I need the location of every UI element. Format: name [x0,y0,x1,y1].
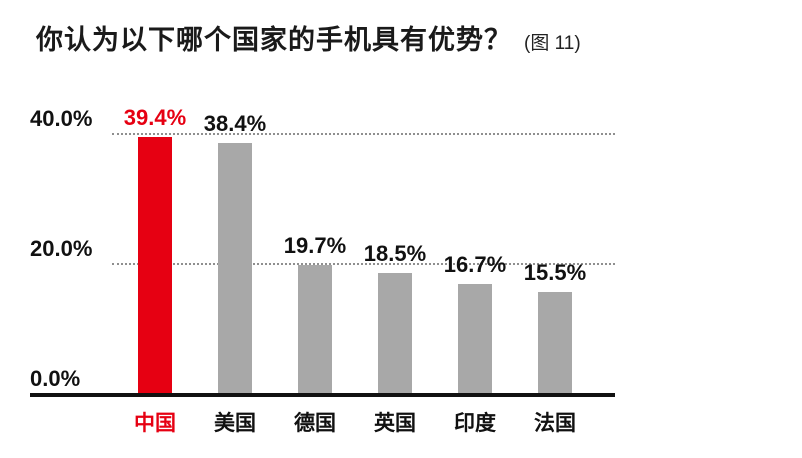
value-label-美国: 38.4% [203,111,267,137]
x-axis-baseline [30,393,615,397]
chart-header: 你认为以下哪个国家的手机具有优势？ (图 11) [36,18,581,57]
value-label-中国: 39.4% [123,104,187,130]
category-label-美国: 美国 [214,412,256,435]
category-label-英国: 英国 [374,412,416,435]
bar-法国 [538,292,572,393]
bar-印度 [458,284,492,393]
y-axis-tick-20: 20.0% [30,236,93,261]
category-label-德国: 德国 [294,412,336,435]
chart-area: 40.0% 20.0% 0.0% 39.4% 中国 38.4% 美国 19.7% 德国 18.5%… [30,88,615,453]
category-label-中国: 中国 [134,412,176,435]
bar-中国 [138,136,172,393]
value-label-印度: 16.7% [443,252,507,278]
bar-英国 [378,272,412,393]
value-label-英国: 18.5% [363,240,427,266]
value-label-法国: 15.5% [523,260,587,286]
bar-德国 [298,264,332,393]
figure-number: (图 11) [524,33,581,54]
bar-美国 [218,143,252,393]
y-axis-tick-40: 40.0% [30,106,93,131]
value-label-德国: 19.7% [283,232,347,258]
chart-title: 你认为以下哪个国家的手机具有优势？ [36,25,512,55]
gridline-20pct [112,263,615,265]
category-label-法国: 法国 [534,412,576,435]
category-label-印度: 印度 [454,412,496,435]
y-axis-tick-0: 0.0% [30,366,81,391]
gridline-40pct [112,133,615,135]
